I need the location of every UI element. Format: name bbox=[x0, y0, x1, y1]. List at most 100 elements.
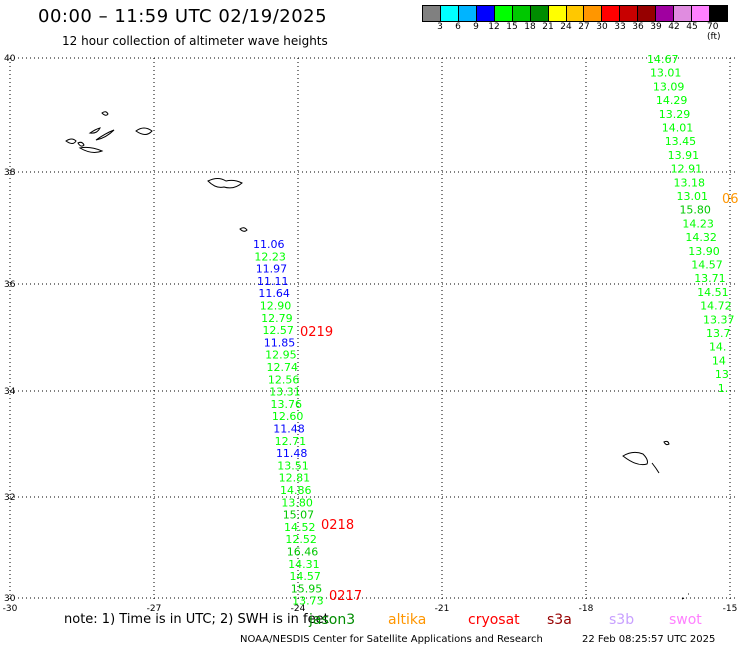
page-subtitle: 12 hour collection of altimeter wave hei… bbox=[62, 34, 328, 48]
color-legend-tick: 18 bbox=[524, 22, 536, 32]
wave-height-value: 13.7 bbox=[706, 327, 731, 340]
color-legend-tick: 21 bbox=[542, 22, 554, 32]
color-swatch bbox=[476, 5, 495, 22]
color-legend bbox=[422, 5, 728, 22]
color-swatch bbox=[512, 5, 531, 22]
wave-height-value: 13 bbox=[715, 368, 729, 381]
lat-tick-label: 36 bbox=[4, 280, 16, 290]
color-swatch bbox=[620, 5, 639, 22]
wave-height-value: 13.90 bbox=[688, 245, 720, 258]
axis-labels: -30 -27 -24 -21 -18 -15 40 38 36 34 32 30 bbox=[3, 54, 738, 614]
island-terceira bbox=[88, 127, 101, 134]
credit-text: NOAA/NESDIS Center for Satellite Applica… bbox=[240, 634, 543, 645]
wave-height-value: 14.52 bbox=[284, 521, 316, 534]
island-graciosa bbox=[77, 141, 85, 147]
color-legend-tick: 12 bbox=[488, 22, 500, 32]
wave-height-value: 11.97 bbox=[256, 263, 288, 276]
wave-height-value: 14. bbox=[709, 341, 727, 354]
color-legend-tick: 6 bbox=[455, 22, 461, 32]
color-swatch bbox=[548, 5, 567, 22]
color-swatch bbox=[710, 5, 728, 22]
wave-height-value: 12.57 bbox=[262, 324, 294, 337]
wave-height-value: 13.51 bbox=[277, 459, 309, 472]
wave-height-value: 13.09 bbox=[653, 80, 685, 93]
wave-height-value: 15.95 bbox=[291, 582, 323, 595]
wave-height-value: 11.64 bbox=[258, 287, 290, 300]
color-legend-ticks: 3 6 9 12 15 18 21 24 27 30 33 36 39 42 45 70 (ft) bbox=[422, 22, 728, 42]
color-swatch bbox=[440, 5, 459, 22]
wave-height-value: 14.51 bbox=[697, 286, 729, 299]
wave-height-value: 15.07 bbox=[283, 509, 315, 522]
color-legend-tick: 33 bbox=[614, 22, 626, 32]
lon-tick-label: -27 bbox=[147, 604, 162, 614]
wave-height-value: 15.80 bbox=[679, 204, 711, 217]
color-swatch bbox=[656, 5, 675, 22]
wave-height-value: 1. bbox=[718, 382, 729, 395]
pass-time-label: 0219 bbox=[300, 325, 333, 340]
color-swatch bbox=[602, 5, 621, 22]
island-madeira bbox=[622, 451, 648, 466]
wave-height-value: 11.85 bbox=[264, 336, 296, 349]
wave-height-value: 13.80 bbox=[281, 496, 313, 509]
mission-legend-s3a: s3a bbox=[547, 612, 572, 628]
island-porto-santo bbox=[663, 440, 670, 446]
island-sao-miguel bbox=[207, 178, 243, 189]
wave-height-value: 13.45 bbox=[665, 135, 697, 148]
wave-height-value: 13.71 bbox=[694, 272, 726, 285]
lat-tick-label: 32 bbox=[4, 493, 15, 503]
color-legend-tick: 24 bbox=[560, 22, 572, 32]
lon-tick-label: -21 bbox=[435, 604, 450, 614]
island-faial bbox=[135, 127, 153, 135]
wave-height-value: 13.01 bbox=[677, 190, 709, 203]
color-legend-tick: 39 bbox=[650, 22, 662, 32]
color-legend-tick: 70 (ft) bbox=[707, 22, 721, 42]
pass-time-label: 06 bbox=[722, 192, 739, 207]
lat-tick-label: 30 bbox=[4, 594, 16, 604]
wave-height-value: 13.76 bbox=[271, 398, 303, 411]
wave-height-value: 14 bbox=[712, 354, 726, 367]
island-selvagens bbox=[681, 593, 689, 600]
wave-height-value: 11.48 bbox=[276, 447, 308, 460]
wave-height-value: 14.57 bbox=[691, 259, 723, 272]
color-legend-tick: 15 bbox=[506, 22, 518, 32]
footer-note: note: 1) Time is in UTC; 2) SWH is in fe… bbox=[64, 612, 329, 627]
track-main-values: 11.0612.2311.9711.1111.6412.9012.7912.57… bbox=[253, 238, 324, 608]
wave-height-value: 14.23 bbox=[682, 217, 714, 230]
mission-legend-cryosat: cryosat bbox=[468, 612, 520, 628]
wave-height-value: 12.52 bbox=[285, 533, 317, 546]
lat-tick-label: 38 bbox=[4, 168, 16, 178]
wave-height-value: 11.11 bbox=[257, 275, 289, 288]
wave-height-value: 14.57 bbox=[289, 570, 321, 583]
wave-height-value: 11.48 bbox=[273, 423, 305, 436]
color-legend-tick: 42 bbox=[668, 22, 680, 32]
island-corvo bbox=[65, 138, 77, 144]
lon-tick-label: -15 bbox=[723, 604, 738, 614]
wave-height-value: 12.23 bbox=[254, 250, 286, 263]
wave-height-value: 13.73 bbox=[292, 595, 324, 608]
island-flores bbox=[101, 111, 109, 116]
color-swatch bbox=[566, 5, 585, 22]
lat-tick-label: 34 bbox=[4, 387, 16, 397]
wave-height-value: 12.74 bbox=[267, 361, 299, 374]
wave-height-value: 13.37 bbox=[703, 313, 735, 326]
color-swatch bbox=[638, 5, 657, 22]
wave-height-value: 14.86 bbox=[280, 484, 312, 497]
wave-height-value: 12.90 bbox=[260, 300, 292, 313]
track-right-values: 14.6713.0113.0914.2913.2914.0113.4513.91… bbox=[647, 53, 735, 395]
lon-tick-label: -24 bbox=[291, 604, 306, 614]
wave-height-value: 12.95 bbox=[265, 349, 297, 362]
lat-tick-label: 40 bbox=[4, 54, 16, 64]
color-legend-tick: 36 bbox=[632, 22, 644, 32]
page-title: 00:00 – 11:59 UTC 02/19/2025 bbox=[38, 6, 328, 27]
mission-legend-s3b: s3b bbox=[609, 612, 635, 628]
coastlines bbox=[65, 111, 689, 600]
wave-height-value: 11.06 bbox=[253, 238, 285, 251]
wave-height-value: 13.01 bbox=[650, 67, 682, 80]
wave-height-value: 14.32 bbox=[685, 231, 717, 244]
wave-height-value: 16.46 bbox=[287, 546, 319, 559]
wave-height-value: 12.91 bbox=[671, 163, 703, 176]
mission-legend-swot: swot bbox=[669, 612, 702, 628]
pass-time-label: 0218 bbox=[321, 518, 354, 533]
wave-height-value: 12.79 bbox=[261, 312, 293, 325]
island-santa-maria bbox=[239, 227, 248, 232]
